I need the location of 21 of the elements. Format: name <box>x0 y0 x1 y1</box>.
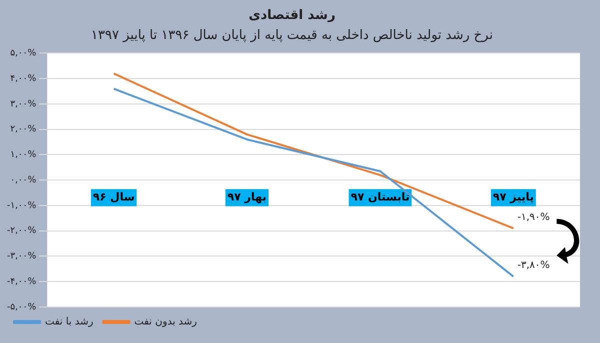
data-label: -۳,۸۰% <box>517 260 550 272</box>
y-tick-label: -۴,۰۰% <box>6 276 37 287</box>
chart-title: رشد اقتصادی <box>248 8 336 24</box>
x-tick-label: بهار ۹۷ <box>227 190 267 204</box>
y-tick-label: ۱,۰۰% <box>10 150 37 160</box>
y-tick-label: -۳,۰۰% <box>6 252 37 262</box>
y-tick-label: -۱,۰۰% <box>6 200 37 211</box>
y-tick-label: ۳,۰۰% <box>10 99 37 110</box>
y-tick-label: ۴,۰۰% <box>10 74 37 84</box>
y-tick-label: -۲,۰۰% <box>6 226 37 236</box>
x-tick-label: سال ۹۶ <box>92 190 135 204</box>
y-tick-label: ۲,۰۰% <box>10 124 37 135</box>
y-tick-label: ۰,۰۰% <box>10 175 37 186</box>
x-tick-label: پاییز ۹۷ <box>492 190 534 204</box>
y-tick-label: ۵,۰۰% <box>10 48 37 59</box>
chart-subtitle: نرخ رشد تولید ناخالص داخلی به قیمت پایه از پایان سال ۱۳۹۶ تا پاییز ۱۳۹۷ <box>91 28 493 43</box>
legend-label: رشد با نفت <box>45 316 94 328</box>
data-label: -۱,۹۰% <box>517 212 550 223</box>
legend-label: رشد بدون نفت <box>134 316 198 328</box>
y-tick-label: -۵,۰۰% <box>6 302 37 312</box>
x-tick-label: تابستان ۹۷ <box>350 190 410 204</box>
